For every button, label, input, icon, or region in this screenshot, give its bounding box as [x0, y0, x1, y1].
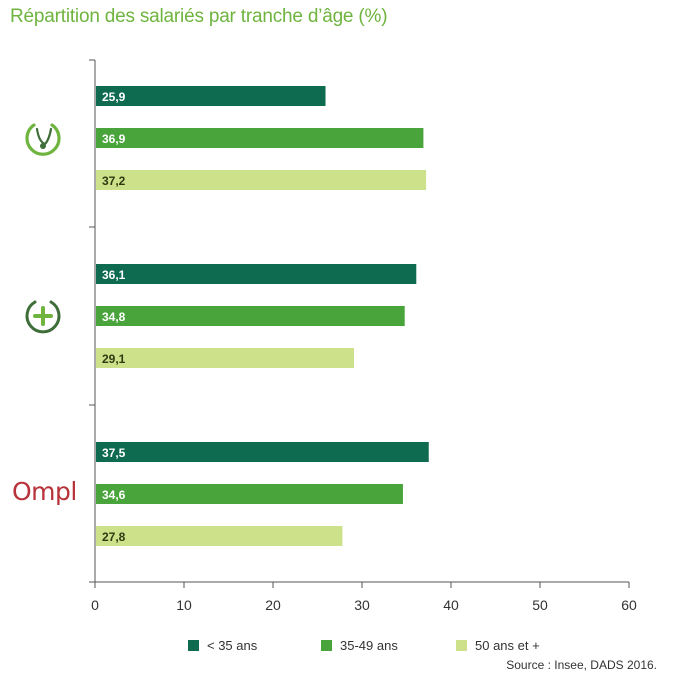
- data-label: 37,2: [102, 174, 126, 188]
- x-tick-label: 0: [91, 597, 99, 613]
- legend-swatch: [456, 640, 467, 651]
- data-label: 36,1: [102, 268, 126, 282]
- stethoscope-icon: [25, 123, 61, 156]
- bar: [96, 442, 429, 462]
- x-tick-label: 10: [176, 597, 192, 613]
- data-label: 25,9: [102, 90, 126, 104]
- bar: [96, 348, 354, 368]
- x-tick-label: 50: [532, 597, 548, 613]
- bar: [96, 86, 326, 106]
- data-label: 36,9: [102, 132, 126, 146]
- x-tick-label: 20: [265, 597, 281, 613]
- data-label: 37,5: [102, 446, 126, 460]
- legend-swatch: [188, 640, 199, 651]
- bar: [96, 306, 405, 326]
- bar: [96, 264, 417, 284]
- plus-circle-icon: [25, 300, 61, 334]
- x-tick-label: 30: [354, 597, 370, 613]
- x-tick-label: 40: [443, 597, 459, 613]
- ompl-logo: Ompl: [12, 477, 77, 506]
- data-label: 34,6: [102, 488, 126, 502]
- bar: [96, 128, 424, 148]
- legend-swatch: [321, 640, 332, 651]
- bar: [96, 484, 403, 504]
- legend-label: < 35 ans: [207, 638, 258, 653]
- data-label: 29,1: [102, 352, 126, 366]
- legend: < 35 ans 35-49 ans 50 ans et +: [188, 638, 540, 653]
- source-note: Source : Insee, DADS 2016.: [506, 658, 657, 672]
- data-label: 27,8: [102, 530, 126, 544]
- bar: [96, 526, 343, 546]
- bars: 25,9 36,1 37,5 36,9 34,8 34,6 37,2 29,1 27,8: [96, 86, 429, 546]
- legend-label: 50 ans et +: [475, 638, 540, 653]
- legend-label: 35-49 ans: [340, 638, 398, 653]
- data-label: 34,8: [102, 310, 126, 324]
- axes: 0 10 20 30 40 50 60: [89, 59, 637, 613]
- group-logos: Ompl: [12, 123, 77, 506]
- bar: [96, 170, 427, 190]
- chart-title: Répartition des salariés par tranche d’â…: [10, 6, 388, 27]
- x-tick-label: 60: [621, 597, 637, 613]
